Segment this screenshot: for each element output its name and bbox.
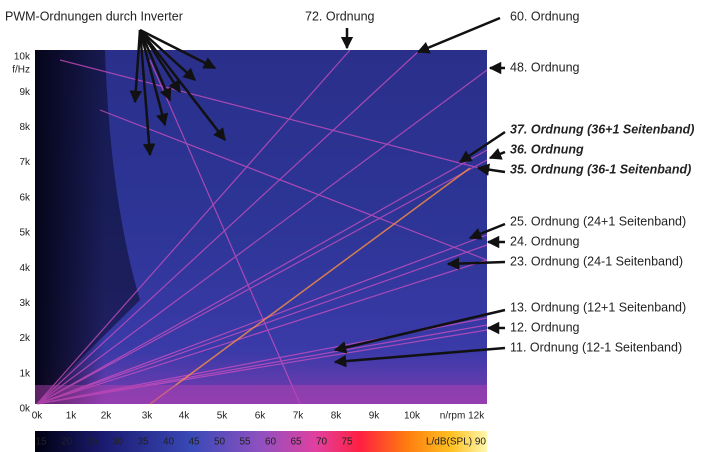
x-tick-label: 2k bbox=[101, 411, 113, 422]
x-tick-label: 10k bbox=[404, 411, 421, 422]
colorbar-label: 15 bbox=[35, 437, 47, 448]
y-tick-label: 1k bbox=[19, 368, 31, 379]
x-tick-label: 5k bbox=[217, 411, 229, 422]
annotation: 48. Ordnung bbox=[510, 60, 580, 74]
y-tick-label: 10k bbox=[14, 52, 31, 63]
annotation: 60. Ordnung bbox=[510, 9, 580, 23]
colorbar-label: 55 bbox=[239, 437, 251, 448]
colorbar-label: 35 bbox=[137, 437, 149, 448]
colorbar-label: 40 bbox=[163, 437, 175, 448]
colorbar-label: 30 bbox=[112, 437, 124, 448]
colorbar-label: 70 bbox=[316, 437, 328, 448]
x-tick-label: 6k bbox=[255, 411, 267, 422]
y-tick-label: 9k bbox=[19, 87, 31, 98]
y-axis-unit: f/Hz bbox=[12, 65, 30, 76]
colorbar-label: 75 bbox=[341, 437, 353, 448]
annotation: 11. Ordnung (12-1 Seitenband) bbox=[510, 340, 682, 354]
figure: 0k 1k 2k 3k 4k 5k 6k 7k 8k 9k 10k n/rpm 12k 0k 1k 2k 3k… bbox=[0, 0, 721, 452]
colorbar bbox=[35, 431, 487, 452]
colorbar-label: 65 bbox=[290, 437, 302, 448]
x-tick-label: 1k bbox=[66, 411, 78, 422]
y-tick-label: 0k bbox=[19, 404, 31, 415]
y-tick-label: 7k bbox=[19, 157, 31, 168]
annotation: 23. Ordnung (24-1 Seitenband) bbox=[510, 254, 683, 268]
x-tick-label: 0k bbox=[32, 411, 44, 422]
y-tick-label: 8k bbox=[19, 122, 31, 133]
colorbar-label: 45 bbox=[188, 437, 200, 448]
annotation: 36. Ordnung bbox=[510, 142, 584, 156]
annotation: 24. Ordnung bbox=[510, 234, 580, 248]
colorbar-label: 50 bbox=[214, 437, 226, 448]
colorbar-label: 20 bbox=[61, 437, 73, 448]
annotation: 12. Ordnung bbox=[510, 320, 580, 334]
annotation: 35. Ordnung (36-1 Seitenband) bbox=[510, 162, 691, 176]
y-tick-label: 3k bbox=[19, 298, 31, 309]
x-tick-label: 8k bbox=[331, 411, 343, 422]
x-tick-label: 3k bbox=[142, 411, 154, 422]
spectrogram bbox=[35, 50, 487, 404]
colorbar-label: 60 bbox=[265, 437, 277, 448]
x-tick-label: 4k bbox=[179, 411, 191, 422]
colorbar-label: L/dB(SPL) 90 bbox=[426, 437, 486, 448]
annotation: 37. Ordnung (36+1 Seitenband) bbox=[510, 122, 694, 136]
x-tick-label: n/rpm 12k bbox=[440, 411, 485, 422]
y-tick-label: 4k bbox=[19, 263, 31, 274]
annotation: 13. Ordnung (12+1 Seitenband) bbox=[510, 300, 686, 314]
x-tick-label: 7k bbox=[293, 411, 305, 422]
y-tick-label: 6k bbox=[19, 192, 31, 203]
annotation: 72. Ordnung bbox=[305, 9, 375, 23]
annotation: PWM-Ordnungen durch Inverter bbox=[5, 9, 183, 23]
y-tick-label: 5k bbox=[19, 228, 31, 239]
x-tick-label: 9k bbox=[369, 411, 381, 422]
colorbar-label: 25 bbox=[86, 437, 98, 448]
y-tick-label: 2k bbox=[19, 333, 31, 344]
annotation: 25. Ordnung (24+1 Seitenband) bbox=[510, 214, 686, 228]
